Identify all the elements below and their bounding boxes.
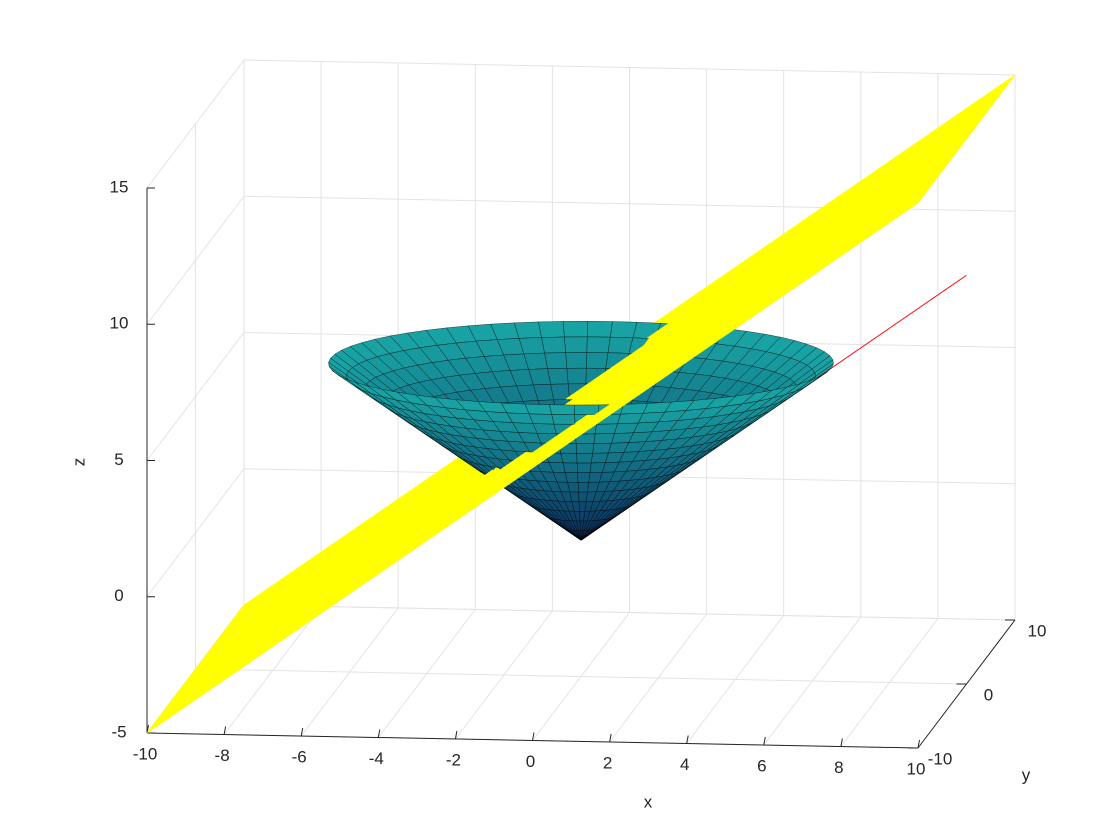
cone-facet xyxy=(551,414,576,425)
grid-line xyxy=(195,668,967,685)
cone-facet xyxy=(547,368,569,385)
cone-facet xyxy=(587,321,613,338)
cone-facet xyxy=(594,423,618,435)
z-tick-label: 15 xyxy=(110,177,129,196)
x-tick-label: -2 xyxy=(446,750,461,769)
plane-facet xyxy=(987,74,1016,100)
cone-facet xyxy=(565,352,588,369)
cone-facet xyxy=(524,403,552,415)
x-tick-label: 0 xyxy=(526,752,535,771)
line-segment xyxy=(840,354,852,362)
cone-facet xyxy=(593,433,615,444)
x-tick xyxy=(300,727,304,737)
grid-line xyxy=(146,59,245,189)
cone-facet xyxy=(576,453,593,464)
x-tick-label: -8 xyxy=(215,746,230,765)
cone-facet xyxy=(550,383,570,401)
x-tick xyxy=(532,732,535,741)
cone-facet xyxy=(538,321,565,338)
y-tick-label: 10 xyxy=(1028,621,1047,640)
line-segment xyxy=(937,288,948,296)
x-tick-label: -10 xyxy=(133,744,158,763)
x-tick-label: 8 xyxy=(834,758,843,777)
grid-line xyxy=(146,468,245,598)
plane-facet xyxy=(146,708,175,734)
line-segment xyxy=(889,321,900,329)
x-tick xyxy=(686,735,689,744)
y-tick-label: -10 xyxy=(928,749,953,768)
x-tick xyxy=(454,730,458,740)
line-segment xyxy=(860,341,871,349)
cone-facet xyxy=(577,472,591,483)
line-segment xyxy=(946,281,958,289)
cone-facet xyxy=(549,404,575,415)
cone-facet xyxy=(544,352,568,369)
cone-facet xyxy=(560,452,578,464)
x-tick-label: 2 xyxy=(603,753,612,772)
line-segment xyxy=(918,301,929,309)
cone-facet xyxy=(577,482,589,493)
line-segment xyxy=(927,294,938,303)
cone-facet xyxy=(578,501,587,512)
x-tick xyxy=(840,738,843,747)
line-segment xyxy=(831,360,842,369)
x-tick-label: -6 xyxy=(292,747,307,766)
x-tick xyxy=(917,739,920,749)
x-tick-label: 4 xyxy=(680,755,689,774)
x-tick xyxy=(609,733,612,743)
cone-facet xyxy=(592,442,612,454)
z-tick-label: 0 xyxy=(114,586,123,605)
grid-line xyxy=(243,59,1016,76)
cone-facet xyxy=(562,462,578,473)
cone-facet xyxy=(578,491,588,502)
cone-facet xyxy=(564,336,588,353)
x-tick-label: 6 xyxy=(757,756,766,775)
cone-facet xyxy=(574,404,600,415)
cone-facet xyxy=(586,336,611,353)
cone-facet xyxy=(562,321,588,338)
z-axis-label: z xyxy=(69,458,88,467)
x-axis-label: x xyxy=(644,792,653,811)
x-tick xyxy=(377,729,381,738)
line-segment xyxy=(956,274,967,283)
cone-facet xyxy=(532,423,557,434)
x-tick xyxy=(763,736,766,746)
x-tick xyxy=(146,724,149,734)
x-tick-label: -4 xyxy=(369,749,384,768)
cone-facet xyxy=(610,321,638,338)
cone-facet xyxy=(566,368,587,385)
z-tick-label: -5 xyxy=(111,722,126,741)
line-segment xyxy=(879,327,890,336)
cone-facet xyxy=(575,443,595,454)
cone-facet xyxy=(528,413,555,425)
cone-facet xyxy=(565,472,579,483)
line-segment xyxy=(850,347,861,356)
grid-line xyxy=(146,195,245,325)
cone-facet xyxy=(541,336,566,354)
cone-facet xyxy=(576,462,592,473)
x-tick-label: 10 xyxy=(907,759,926,778)
cone-facet xyxy=(591,452,609,464)
plane-facet xyxy=(898,192,927,217)
y-tick-label: 0 xyxy=(984,685,993,704)
x-tick xyxy=(223,726,227,735)
grid-line xyxy=(243,604,1016,621)
grid-line xyxy=(146,332,245,461)
z-tick-label: 5 xyxy=(114,450,123,469)
line-segment xyxy=(908,307,919,316)
y-axis-label: y xyxy=(1022,765,1031,784)
cone-facet xyxy=(586,352,609,369)
z-tick-label: 10 xyxy=(110,314,129,333)
line-segment xyxy=(898,314,909,323)
cone-facet xyxy=(607,336,634,354)
line-segment xyxy=(869,334,881,342)
